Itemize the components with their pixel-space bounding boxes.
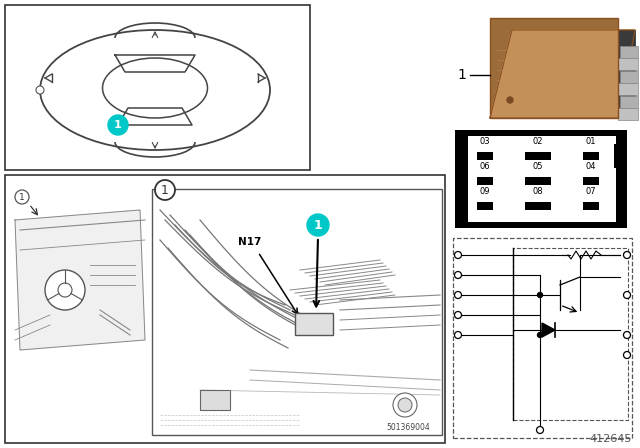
Circle shape [36, 86, 44, 94]
Bar [5, 175, 445, 443]
Circle shape [454, 251, 461, 258]
Bar [455, 130, 627, 228]
Bar [620, 96, 638, 108]
Bar [477, 152, 493, 160]
Bar [618, 58, 638, 70]
Text: 03: 03 [480, 137, 490, 146]
Circle shape [58, 283, 72, 297]
Bar [477, 202, 493, 210]
Text: 08: 08 [532, 187, 543, 196]
Text: 1: 1 [19, 193, 25, 202]
Text: 06: 06 [480, 162, 490, 171]
Circle shape [507, 97, 513, 103]
Circle shape [623, 292, 630, 298]
Bar [468, 136, 616, 222]
Circle shape [307, 214, 329, 236]
Ellipse shape [102, 58, 207, 118]
Bar [614, 144, 627, 168]
Bar [530, 202, 546, 210]
Bar [152, 189, 442, 435]
Bar [525, 152, 551, 160]
Bar [490, 18, 618, 118]
Circle shape [623, 332, 630, 339]
Ellipse shape [40, 30, 270, 150]
Polygon shape [15, 210, 145, 350]
Bar [620, 46, 638, 58]
Polygon shape [618, 30, 635, 118]
Bar [618, 83, 638, 95]
Text: 1: 1 [114, 120, 122, 130]
Circle shape [108, 115, 128, 135]
Bar [620, 71, 638, 83]
Bar [530, 152, 546, 160]
Text: 07: 07 [586, 187, 596, 196]
Polygon shape [118, 108, 192, 125]
Bar [525, 202, 551, 210]
Circle shape [155, 180, 175, 200]
Circle shape [454, 311, 461, 319]
Polygon shape [542, 323, 555, 337]
Bar [530, 177, 546, 185]
Circle shape [538, 332, 543, 337]
Bar [490, 18, 618, 118]
Bar [583, 152, 599, 160]
Circle shape [536, 426, 543, 434]
Text: 02: 02 [532, 137, 543, 146]
Bar [453, 238, 632, 438]
Text: 1: 1 [161, 184, 169, 197]
Circle shape [454, 271, 461, 279]
Circle shape [623, 352, 630, 358]
Circle shape [454, 332, 461, 339]
Circle shape [398, 398, 412, 412]
Text: 1: 1 [457, 68, 466, 82]
Circle shape [538, 293, 543, 297]
Bar [618, 108, 638, 120]
Bar [200, 390, 230, 410]
Circle shape [15, 190, 29, 204]
Bar [583, 177, 599, 185]
Text: N17: N17 [238, 237, 261, 247]
Text: 04: 04 [586, 162, 596, 171]
Text: 01: 01 [586, 137, 596, 146]
Circle shape [454, 292, 461, 298]
Circle shape [623, 251, 630, 258]
Polygon shape [490, 30, 635, 118]
Bar [477, 177, 493, 185]
Bar [583, 202, 599, 210]
Text: 05: 05 [532, 162, 543, 171]
Bar [5, 5, 310, 170]
Bar [513, 248, 628, 420]
Text: 412645: 412645 [589, 434, 632, 444]
Circle shape [393, 393, 417, 417]
Circle shape [45, 270, 85, 310]
Text: 1: 1 [314, 219, 323, 232]
Bar [295, 313, 333, 335]
Text: 09: 09 [480, 187, 490, 196]
Text: 501369004: 501369004 [387, 423, 430, 432]
Bar [525, 177, 551, 185]
Bar [455, 148, 468, 170]
Polygon shape [115, 55, 195, 72]
